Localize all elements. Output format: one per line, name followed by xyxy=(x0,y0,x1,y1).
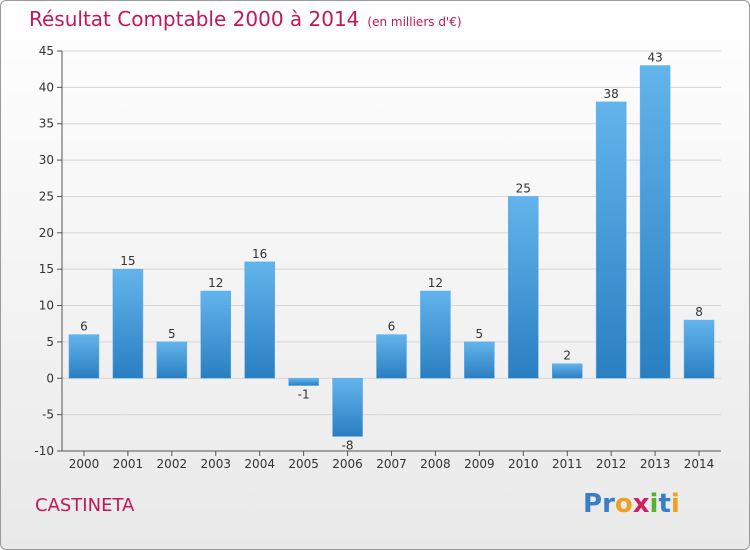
y-tick-label: 35 xyxy=(39,117,54,131)
chart-subtitle: (en milliers d'€) xyxy=(367,15,462,29)
y-tick-label: 20 xyxy=(39,226,54,240)
x-tick-label: 2006 xyxy=(332,457,363,471)
proxiti-logo[interactable]: Proxiti xyxy=(583,489,680,519)
logo-letter: i xyxy=(670,489,680,519)
bar-2013 xyxy=(639,65,671,379)
x-tick-label: 2005 xyxy=(288,457,319,471)
bars xyxy=(68,65,715,437)
x-tick-label: 2003 xyxy=(200,457,231,471)
data-label-2013: 43 xyxy=(647,51,662,65)
chart-title: Résultat Comptable 2000 à 2014 (en millie… xyxy=(29,7,462,31)
data-label-2007: 6 xyxy=(388,320,396,334)
y-tick-label: 5 xyxy=(46,335,54,349)
logo-letter: o xyxy=(614,489,633,519)
data-label-2012: 38 xyxy=(604,87,619,101)
x-tick-label: 2013 xyxy=(640,457,671,471)
x-tick-label: 2009 xyxy=(464,457,495,471)
logo-letter: P xyxy=(583,489,603,519)
bar-2011 xyxy=(551,363,583,379)
bar-2002 xyxy=(156,341,188,379)
logo-letter: r xyxy=(602,489,615,519)
y-tick-label: 45 xyxy=(39,44,54,58)
y-tick-label: 25 xyxy=(39,189,54,203)
data-label-2006: -8 xyxy=(342,438,354,452)
x-tick-label: 2000 xyxy=(69,457,100,471)
x-tick-label: 2007 xyxy=(376,457,407,471)
data-label-2004: 16 xyxy=(252,247,267,261)
bar-2005 xyxy=(288,378,319,386)
bar-2006 xyxy=(332,378,363,437)
bar-2008 xyxy=(420,290,451,379)
bar-2003 xyxy=(200,290,232,379)
data-label-2014: 8 xyxy=(695,305,703,319)
data-label-2009: 5 xyxy=(476,327,484,341)
data-label-2002: 5 xyxy=(168,327,176,341)
commune-name: CASTINETA xyxy=(35,495,135,516)
bar-2000 xyxy=(68,334,100,379)
data-label-2003: 12 xyxy=(208,276,223,290)
x-tick-label: 2010 xyxy=(508,457,539,471)
chart-title-text: Résultat Comptable 2000 à 2014 xyxy=(29,7,360,31)
y-tick-label: -5 xyxy=(42,408,54,422)
data-label-2008: 12 xyxy=(428,276,443,290)
y-tick-label: -10 xyxy=(34,444,54,458)
x-tick-label: 2008 xyxy=(420,457,451,471)
x-tick-label: 2001 xyxy=(113,457,144,471)
y-tick-label: 40 xyxy=(39,80,54,94)
y-tick-label: 10 xyxy=(39,299,54,313)
bar-2010 xyxy=(508,196,539,379)
y-tick-label: 30 xyxy=(39,153,54,167)
x-tick-label: 2002 xyxy=(157,457,188,471)
data-labels: 6 15 5 12 16 -1 -8 6 12 5 25 2 38 43 8 xyxy=(80,51,703,453)
bar-2009 xyxy=(464,341,495,379)
x-tick-label: 2011 xyxy=(552,457,583,471)
y-tick-label: 15 xyxy=(39,262,54,276)
data-label-2005: -1 xyxy=(298,388,310,402)
data-label-2000: 6 xyxy=(80,320,88,334)
data-label-2001: 15 xyxy=(120,254,135,268)
logo-letter: t xyxy=(658,489,671,519)
logo-letter: i xyxy=(649,489,659,519)
bar-2007 xyxy=(376,334,407,379)
y-tick-label: 0 xyxy=(46,371,54,385)
data-label-2011: 2 xyxy=(563,349,571,363)
x-tick-label: 2014 xyxy=(684,457,715,471)
x-tick-label: 2004 xyxy=(244,457,275,471)
logo-letter: x xyxy=(632,489,650,519)
bar-2012 xyxy=(595,101,627,379)
x-tick-label: 2012 xyxy=(596,457,627,471)
bar-2014 xyxy=(683,319,715,379)
bar-2001 xyxy=(112,268,144,379)
data-label-2010: 25 xyxy=(516,181,531,195)
bar-2004 xyxy=(244,261,275,379)
